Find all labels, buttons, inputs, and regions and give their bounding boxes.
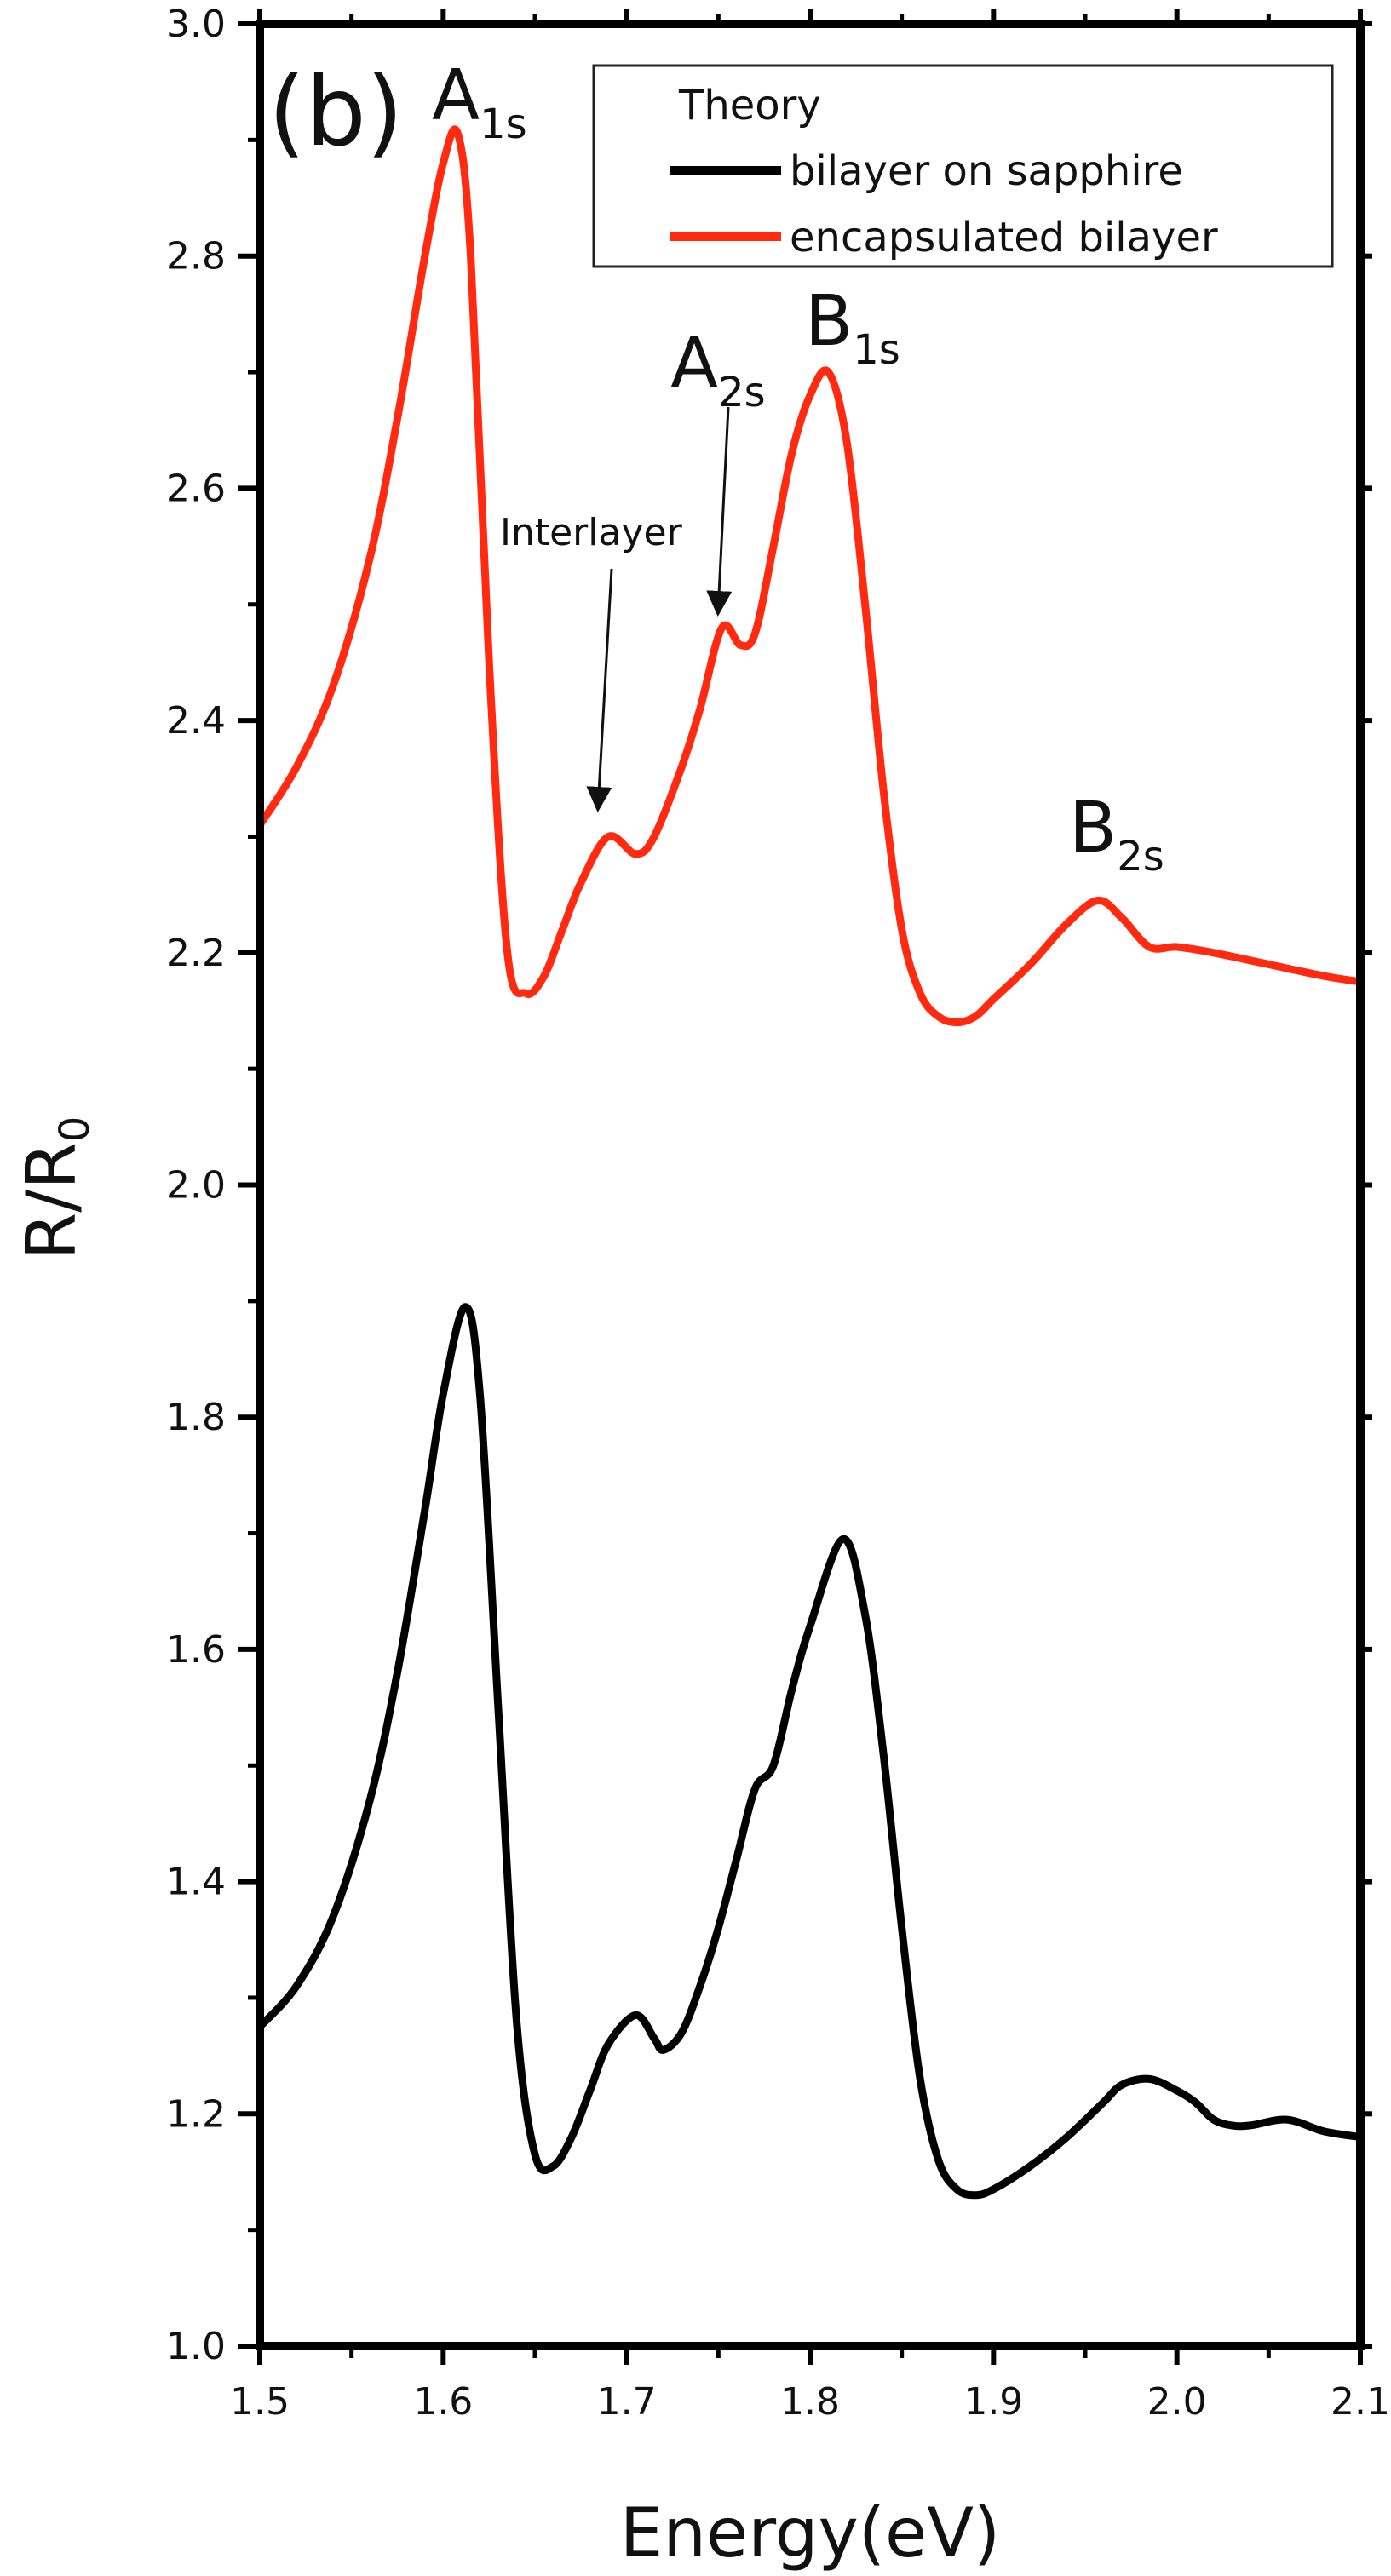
x-axis-title: Energy(eV) <box>620 2493 1000 2573</box>
interlayer-arrow <box>586 568 613 812</box>
legend: Theory bilayer on sapphire encapsulated … <box>592 64 1334 268</box>
y-axis-title: R/R0 <box>12 1116 99 1260</box>
x-tick-label: 1.9 <box>963 2380 1023 2424</box>
legend-label-bilayer-on-sapphire: bilayer on sapphire <box>790 147 1183 195</box>
y-axis-title-base: R/R <box>12 1142 91 1259</box>
peak-label-a1s-base: A <box>432 55 480 136</box>
legend-label-encapsulated-bilayer: encapsulated bilayer <box>790 214 1218 261</box>
x-tick-label: 2.0 <box>1147 2380 1207 2424</box>
peak-label-b1s-sub: 1s <box>853 326 900 374</box>
y-tick-label: 1.6 <box>166 1628 226 1672</box>
x-tick-label: 1.6 <box>413 2380 473 2424</box>
legend-title: Theory <box>678 82 821 129</box>
y-tick-label: 2.2 <box>166 932 226 975</box>
interlayer-label: Interlayer <box>500 511 683 554</box>
peak-label-a1s: A1s <box>432 55 527 148</box>
y-tick-label: 2.0 <box>166 1164 226 1208</box>
x-tick-labels: 1.5 1.6 1.7 1.8 1.9 2.0 2.1 <box>230 2380 1390 2424</box>
peak-label-b1s: B1s <box>805 281 900 374</box>
a2s-arrow <box>706 406 733 617</box>
y-tick-label: 1.0 <box>166 2325 226 2368</box>
x-tick-label: 2.1 <box>1331 2380 1390 2424</box>
x-tick-label: 1.8 <box>780 2380 840 2424</box>
panel-label: (b) <box>268 57 403 168</box>
peak-label-a1s-sub: 1s <box>480 100 527 148</box>
y-tick-label: 2.8 <box>166 235 226 278</box>
peak-label-b2s: B2s <box>1069 788 1164 881</box>
y-tick-label: 2.4 <box>166 699 226 743</box>
peak-label-a2s: A2s <box>670 324 766 416</box>
y-tick-label: 1.4 <box>166 1861 226 1904</box>
plot-frame <box>256 20 1365 2350</box>
peak-label-a2s-base: A <box>670 324 718 404</box>
peak-label-b2s-sub: 2s <box>1117 833 1164 881</box>
series-layer <box>260 125 1360 2200</box>
y-tick-label: 1.2 <box>166 2092 226 2136</box>
peak-label-b1s-base: B <box>805 281 853 362</box>
peak-label-b2s-base: B <box>1069 788 1117 869</box>
x-tick-label: 1.5 <box>230 2380 290 2424</box>
y-tick-labels: 1.0 1.2 1.4 1.6 1.8 2.0 2.2 2.4 2.6 2.8 3.0 <box>166 3 226 2368</box>
peak-label-a2s-sub: 2s <box>718 369 766 416</box>
series-line-encapsulated-bilayer <box>260 125 1360 1027</box>
y-tick-label: 1.8 <box>166 1396 226 1439</box>
y-axis-title-sub: 0 <box>51 1116 99 1143</box>
x-tick-label: 1.7 <box>597 2380 657 2424</box>
y-tick-label: 3.0 <box>166 3 226 46</box>
series-line-bilayer-on-sapphire <box>260 1303 1360 2200</box>
y-tick-label: 2.6 <box>166 467 226 510</box>
